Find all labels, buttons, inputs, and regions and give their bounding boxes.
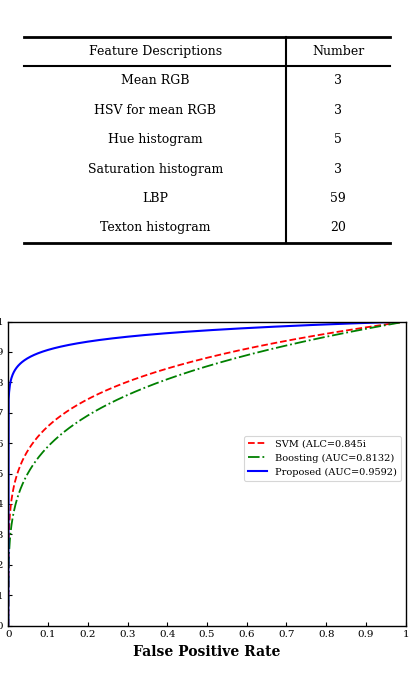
Boosting (AUC=0.8132) xyxy=(6,622,11,630)
Text: 3: 3 xyxy=(333,74,341,87)
Boosting (AUC=0.8132) xyxy=(46,441,51,449)
Line: SVM (ALC=0.845i: SVM (ALC=0.845i xyxy=(8,322,405,626)
Boosting (AUC=0.8132) xyxy=(322,333,327,341)
SVM (ALC=0.845i xyxy=(166,364,171,372)
SVM (ALC=0.845i xyxy=(402,318,407,326)
SVM (ALC=0.845i xyxy=(46,422,51,430)
Boosting (AUC=0.8132) xyxy=(166,375,171,383)
Boosting (AUC=0.8132) xyxy=(402,318,407,326)
Boosting (AUC=0.8132) xyxy=(180,370,185,378)
Proposed (AUC=0.9592) xyxy=(322,320,327,328)
Proposed (AUC=0.9592) xyxy=(278,322,283,330)
Text: Mean RGB: Mean RGB xyxy=(121,74,189,87)
Text: 20: 20 xyxy=(330,222,345,235)
Proposed (AUC=0.9592) xyxy=(46,345,51,354)
Text: HSV for mean RGB: HSV for mean RGB xyxy=(94,104,216,117)
Line: Boosting (AUC=0.8132): Boosting (AUC=0.8132) xyxy=(8,322,405,626)
Text: 3: 3 xyxy=(333,104,341,117)
Text: 3: 3 xyxy=(333,163,341,175)
Proposed (AUC=0.9592) xyxy=(6,622,11,630)
Proposed (AUC=0.9592) xyxy=(402,318,407,326)
SVM (ALC=0.845i xyxy=(180,360,185,368)
Text: Saturation histogram: Saturation histogram xyxy=(88,163,223,175)
Legend: SVM (ALC=0.845i, Boosting (AUC=0.8132), Proposed (AUC=0.9592): SVM (ALC=0.845i, Boosting (AUC=0.8132), … xyxy=(243,436,400,481)
Line: Proposed (AUC=0.9592): Proposed (AUC=0.9592) xyxy=(8,322,405,626)
SVM (ALC=0.845i xyxy=(315,331,320,339)
Text: Feature Descriptions: Feature Descriptions xyxy=(88,45,221,58)
SVM (ALC=0.845i xyxy=(322,330,327,338)
Boosting (AUC=0.8132) xyxy=(278,343,283,351)
Text: 59: 59 xyxy=(330,192,345,205)
Boosting (AUC=0.8132) xyxy=(315,335,320,343)
X-axis label: False Positive Rate: False Positive Rate xyxy=(133,645,280,659)
SVM (ALC=0.845i xyxy=(6,622,11,630)
Proposed (AUC=0.9592) xyxy=(166,329,171,337)
Text: 5: 5 xyxy=(333,133,341,146)
Proposed (AUC=0.9592) xyxy=(180,328,185,336)
Text: Number: Number xyxy=(311,45,363,58)
Text: LBP: LBP xyxy=(142,192,168,205)
SVM (ALC=0.845i xyxy=(278,338,283,346)
Text: Hue histogram: Hue histogram xyxy=(108,133,202,146)
Text: Texton histogram: Texton histogram xyxy=(100,222,210,235)
Proposed (AUC=0.9592) xyxy=(315,321,320,329)
